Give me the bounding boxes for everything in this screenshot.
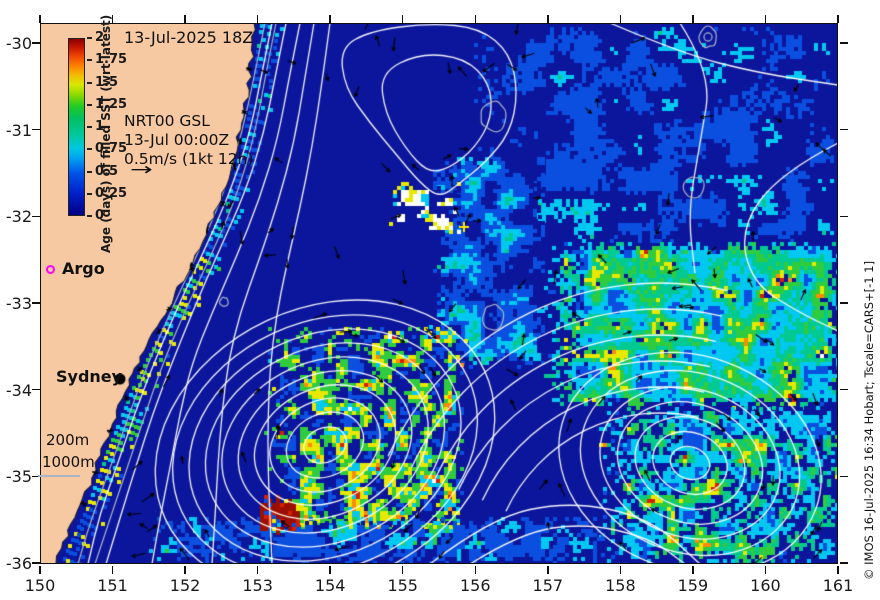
velocity-scale-arrow-icon: → <box>130 160 153 180</box>
y-tick-left <box>32 215 40 218</box>
colorbar-tick-label: 1.5 <box>95 74 119 90</box>
colorbar-axis-label: Age (days) of filled SST (wrt latest) <box>99 14 113 253</box>
x-tick-top <box>184 15 186 23</box>
x-tick-label: 157 <box>532 576 564 595</box>
y-tick-right <box>839 215 848 218</box>
colorbar-tick-label: 1.25 <box>95 96 128 112</box>
colorbar-tick <box>87 148 92 151</box>
model-name: NRT00 GSL <box>124 112 210 130</box>
argo-label: Argo <box>62 259 105 278</box>
y-tick-left <box>32 475 40 478</box>
x-tick-top <box>619 15 622 23</box>
argo-float-icon <box>46 265 55 274</box>
x-tick-bottom <box>111 565 114 574</box>
isobath-200m-label: 200m <box>46 431 90 449</box>
colorbar-tick <box>87 59 92 62</box>
y-tick-right <box>839 302 848 304</box>
y-tick-right <box>839 475 848 478</box>
x-tick-top <box>329 15 331 23</box>
colorbar-tick-label: 2 <box>95 30 105 45</box>
y-tick-label: -30 <box>5 34 32 53</box>
colorbar-tick <box>87 192 92 195</box>
x-tick-bottom <box>764 565 767 574</box>
x-tick-bottom <box>329 565 331 574</box>
colorbar-tick <box>87 170 92 173</box>
x-tick-label: 158 <box>605 576 636 595</box>
copyright-watermark: © IMOS 16-Jul-2025 16:34 Hobart; Tscale=… <box>862 260 876 580</box>
colorbar-tick <box>87 126 92 128</box>
map-canvas <box>40 23 838 564</box>
colorbar-tick <box>87 215 92 217</box>
x-tick-bottom <box>692 565 694 574</box>
y-tick-right <box>839 42 848 44</box>
colorbar-tick-label: 0.75 <box>95 141 128 157</box>
colorbar-tick-label: 0 <box>95 208 105 223</box>
x-tick-top <box>547 15 549 23</box>
x-tick-label: 156 <box>459 576 491 595</box>
colorbar-tick-label: 0.5 <box>95 163 119 179</box>
y-tick-left <box>32 42 40 44</box>
x-tick-top <box>111 15 114 23</box>
y-tick-label: -36 <box>5 554 32 574</box>
x-tick-bottom <box>547 565 549 574</box>
y-tick-left <box>32 388 40 391</box>
y-tick-left <box>32 128 40 131</box>
colorbar-tick <box>87 103 92 106</box>
colorbar-gradient <box>68 38 85 216</box>
velocity-scale-text: 0.5m/s (1kt 12h) <box>124 150 254 168</box>
colorbar-tick-label: 1.75 <box>95 52 128 68</box>
sydney-city-label: Sydney <box>56 367 123 386</box>
x-tick-top <box>764 15 767 23</box>
x-tick-top <box>256 15 259 23</box>
colorbar-tick-label: 1 <box>95 119 105 134</box>
x-tick-label: 161 <box>822 576 854 595</box>
isobath-1000m-label: 1000m <box>42 453 95 471</box>
colorbar-tick <box>87 37 92 39</box>
x-tick-top <box>474 15 477 23</box>
x-tick-label: 159 <box>677 576 709 595</box>
y-tick-label: -32 <box>5 207 32 227</box>
x-tick-label: 155 <box>387 576 418 595</box>
y-tick-label: -34 <box>5 380 32 400</box>
y-tick-right <box>839 388 848 391</box>
x-tick-bottom <box>401 565 404 574</box>
y-tick-label: -31 <box>5 120 32 140</box>
x-tick-label: 151 <box>97 576 128 595</box>
x-tick-bottom <box>184 565 186 574</box>
model-time: 13-Jul 00:00Z <box>124 131 230 149</box>
colorbar-tick <box>87 81 92 84</box>
isobath-legend-line <box>38 475 80 477</box>
x-tick-top <box>692 15 694 23</box>
x-tick-top <box>401 15 404 23</box>
colorbar-tick-label: 0.25 <box>95 185 128 201</box>
x-tick-label: 154 <box>314 576 346 595</box>
x-tick-bottom <box>619 565 622 574</box>
x-tick-bottom <box>256 565 259 574</box>
x-tick-top <box>39 15 41 23</box>
model-annotation: NRT00 GSL 13-Jul 00:00Z 0.5m/s (1kt 12h) <box>124 112 253 169</box>
x-tick-bottom <box>474 565 477 574</box>
datetime-label: 13-Jul-2025 18Z <box>124 28 254 47</box>
x-tick-bottom <box>39 565 41 574</box>
y-tick-right <box>839 562 848 564</box>
x-tick-top <box>837 15 839 23</box>
x-tick-label: 150 <box>24 576 56 595</box>
x-tick-bottom <box>837 565 839 574</box>
y-tick-right <box>839 128 848 131</box>
y-tick-left <box>32 302 40 304</box>
y-tick-label: -33 <box>5 294 32 314</box>
x-tick-label: 153 <box>242 576 273 595</box>
y-tick-label: -35 <box>5 467 32 487</box>
x-tick-label: 152 <box>169 576 201 595</box>
x-tick-label: 160 <box>750 576 781 595</box>
y-tick-left <box>32 562 40 564</box>
